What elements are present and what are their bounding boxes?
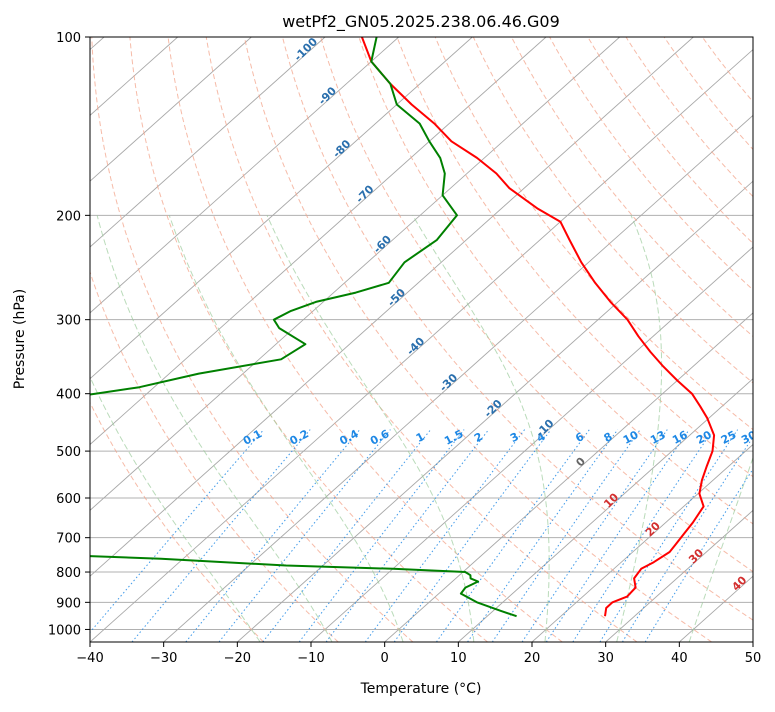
- mixing-ratio-line: [600, 430, 738, 642]
- y-tick-label: 200: [56, 209, 81, 224]
- chart-title: wetPf2_GN05.2025.238.06.46.G09: [282, 12, 560, 32]
- y-tick-label: 600: [56, 492, 81, 507]
- mixing-ratio-label: 30: [739, 428, 759, 447]
- dry-adiabat-line: [54, 37, 339, 642]
- mixing-ratio-line: [326, 430, 489, 642]
- mixing-ratio-label: 25: [719, 428, 739, 447]
- isotherm-label: -80: [330, 137, 353, 160]
- y-tick-label: 500: [56, 445, 81, 460]
- x-tick-label: −40: [76, 651, 103, 666]
- isotherm-label-lower: 30: [686, 546, 706, 566]
- dry-adiabat-line: [550, 37, 775, 642]
- isotherm-line: [0, 37, 546, 642]
- x-tick-label: −10: [297, 651, 324, 666]
- isotherm-label-lower: 10: [601, 490, 621, 510]
- isotherm-label-lower: 20: [643, 519, 663, 539]
- x-tick-label: −30: [150, 651, 177, 666]
- moist-adiabat-line: [97, 215, 332, 642]
- isotherm-label: -20: [482, 397, 505, 420]
- moist-adiabat-line: [267, 215, 474, 642]
- mixing-ratio-line: [82, 430, 264, 642]
- mixing-ratio-line: [394, 430, 551, 642]
- x-tick-label: −20: [224, 651, 251, 666]
- data-series: [0, 37, 714, 616]
- x-axis-label: Temperature (°C): [360, 681, 482, 697]
- moist-adiabat-line: [413, 215, 549, 642]
- y-tick-label: 900: [56, 596, 81, 611]
- y-tick-label: 1000: [48, 623, 81, 638]
- y-tick-label: 700: [56, 532, 81, 547]
- y-tick-label: 100: [56, 31, 81, 46]
- isotherm-label: -100: [291, 35, 320, 64]
- mixing-ratio-label: 0.1: [241, 427, 264, 448]
- isotherm-line: [16, 37, 693, 642]
- isotherm-line: [385, 37, 775, 642]
- x-tick-label: 10: [450, 651, 467, 666]
- mixing-ratio-label: 0.6: [368, 427, 392, 448]
- y-tick-label: 300: [56, 314, 81, 329]
- isotherm-line: [0, 37, 620, 642]
- isotherm-label: -50: [385, 286, 408, 309]
- isotherm-line: [0, 37, 472, 642]
- dry-adiabat-line: [15, 37, 264, 642]
- isotherm-label: -90: [316, 84, 339, 107]
- isotherm-line: [753, 37, 775, 642]
- isotherm-line: [0, 37, 251, 642]
- mixing-ratio-label: 2: [472, 430, 485, 445]
- y-axis-label: Pressure (hPa): [12, 289, 28, 389]
- dry-adiabat-line: [588, 37, 775, 642]
- x-tick-label: 30: [597, 651, 614, 666]
- isotherm-line: [164, 37, 775, 642]
- dry-adiabat-line: [512, 37, 775, 642]
- mixing-ratio-line: [645, 430, 775, 642]
- x-tick-label: 50: [745, 651, 762, 666]
- mixing-ratio-label: 16: [670, 428, 690, 447]
- mixing-ratio-line: [219, 430, 390, 642]
- isotherm-label-lower: 40: [729, 573, 749, 593]
- mixing-ratio-label: 36: [760, 428, 775, 447]
- mixing-ratio-line: [468, 430, 618, 642]
- mixing-ratio-label: 0.2: [288, 427, 311, 448]
- x-tick-label: 40: [671, 651, 688, 666]
- dry-adiabat-line: [664, 37, 775, 642]
- isotherm-line: [458, 37, 775, 642]
- background-lines: [0, 37, 775, 642]
- isotherm-label: -40: [404, 334, 427, 357]
- mixing-ratio-label: 10: [621, 428, 641, 447]
- isotherm-label: -30: [437, 371, 460, 394]
- isotherm-label: -70: [353, 182, 376, 205]
- mixing-ratio-line: [492, 430, 640, 642]
- mixing-ratio-line: [132, 430, 310, 642]
- dry-adiabat-line: [168, 37, 562, 642]
- dry-adiabat-line: [397, 37, 775, 642]
- x-tick-label: 20: [524, 651, 541, 666]
- mixing-ratio-label: 20: [694, 428, 714, 447]
- mixing-ratio-label: 0.4: [337, 427, 361, 448]
- moist-adiabat-line: [169, 215, 403, 642]
- x-tick-label: 0: [381, 651, 389, 666]
- isotherm-line: [606, 37, 775, 642]
- mixing-ratio-label: 1.5: [442, 427, 465, 448]
- dry-adiabat-line: [92, 37, 413, 642]
- y-tick-label: 400: [56, 388, 81, 403]
- mixing-ratio-label: 8: [602, 430, 615, 445]
- mixing-ratio-line: [299, 430, 464, 642]
- isotherm-line: [90, 37, 767, 642]
- y-tick-label: 800: [56, 566, 81, 581]
